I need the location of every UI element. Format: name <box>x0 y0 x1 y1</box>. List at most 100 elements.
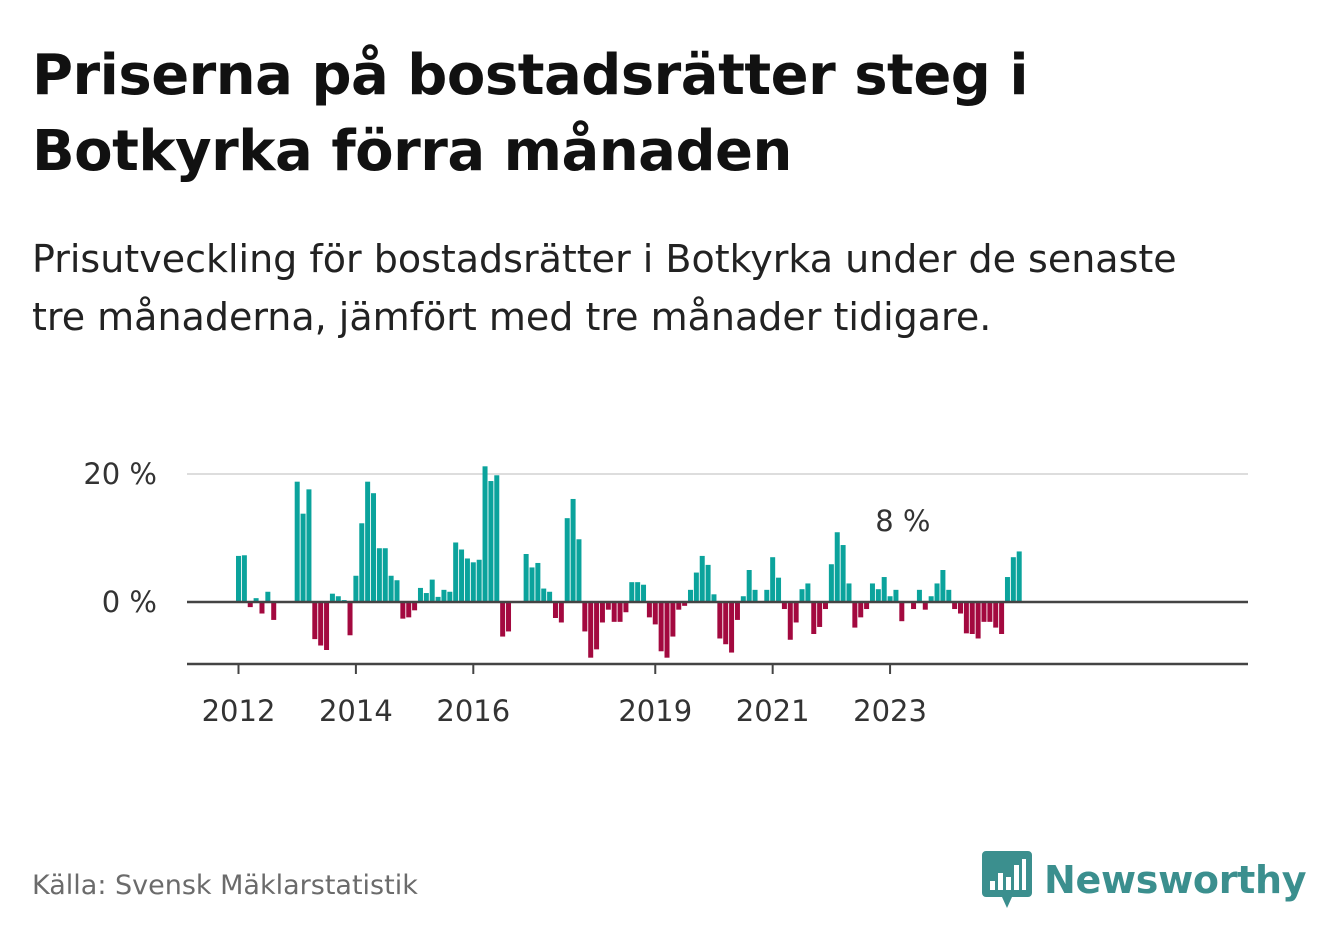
bar <box>394 580 400 602</box>
bar <box>963 602 969 634</box>
bar <box>852 602 858 628</box>
bar <box>858 602 864 618</box>
bar <box>541 588 547 602</box>
bar <box>605 602 611 610</box>
bar <box>776 577 782 602</box>
x-tick-label: 2019 <box>618 694 692 728</box>
bar <box>447 591 453 602</box>
bar <box>570 498 576 602</box>
x-tick-label: 2016 <box>436 694 510 728</box>
bar <box>376 548 382 602</box>
bar <box>746 570 752 602</box>
bar <box>916 589 922 602</box>
bar <box>506 602 512 632</box>
bar <box>940 570 946 602</box>
bar <box>459 549 465 602</box>
bar <box>271 602 277 620</box>
bar <box>359 523 365 602</box>
bar <box>594 602 600 650</box>
bar <box>582 602 588 632</box>
chart-title: Priserna på bostadsrätter steg i Botkyrk… <box>32 43 1029 184</box>
bar <box>558 602 564 623</box>
bar <box>576 539 582 602</box>
bar-chart: 0 % 20 % 2012 2014 2016 2019 2021 2023 8 % <box>83 457 1248 728</box>
bar <box>312 602 318 640</box>
bar <box>547 591 553 602</box>
bar <box>611 602 617 622</box>
bar <box>412 602 418 611</box>
bar <box>658 602 664 652</box>
bar <box>805 583 811 602</box>
bar <box>617 602 623 622</box>
bar <box>834 532 840 602</box>
bar <box>1016 551 1022 602</box>
bar <box>823 602 828 610</box>
newsworthy-logo-icon <box>982 851 1032 908</box>
bar <box>682 602 688 606</box>
bar <box>306 489 312 602</box>
bar <box>875 589 881 602</box>
bar <box>500 602 506 637</box>
bar <box>893 589 899 602</box>
y-tick-label: 20 % <box>83 457 157 491</box>
bar <box>294 481 300 602</box>
bar <box>881 577 887 602</box>
bar <box>729 602 735 653</box>
bar <box>752 589 758 602</box>
bar <box>999 602 1005 634</box>
bar <box>717 602 723 639</box>
newsworthy-logo: Newsworthy <box>982 850 1307 910</box>
bar <box>417 587 423 602</box>
chart-subtitle: Prisutveckling för bostadsrätter i Botky… <box>32 237 1177 339</box>
bar <box>564 518 570 602</box>
bar <box>247 602 253 608</box>
x-tick-label: 2012 <box>202 694 276 728</box>
bar <box>646 602 652 618</box>
bar <box>318 602 324 646</box>
bar <box>817 602 823 627</box>
bar <box>734 602 740 620</box>
bar <box>687 589 693 602</box>
bar <box>429 579 435 602</box>
bar <box>476 559 482 602</box>
bar <box>382 548 388 602</box>
bar <box>388 575 394 602</box>
bar <box>635 582 641 602</box>
bar <box>629 582 635 602</box>
bar <box>840 545 846 602</box>
bar <box>435 596 441 602</box>
bar <box>922 602 928 610</box>
bar <box>406 602 412 618</box>
bar <box>793 602 799 623</box>
bar <box>423 593 429 602</box>
bar <box>353 575 359 602</box>
bar <box>934 583 940 602</box>
bar <box>981 602 987 622</box>
bar <box>300 513 306 602</box>
bar <box>523 554 529 602</box>
bar <box>787 602 793 640</box>
bar <box>329 593 335 602</box>
bar <box>811 602 817 634</box>
brand-name: Newsworthy <box>1044 858 1307 902</box>
bar <box>494 475 500 602</box>
x-tick-label: 2023 <box>853 694 927 728</box>
bar <box>975 602 981 639</box>
bar <box>887 596 893 602</box>
bar <box>987 602 993 622</box>
bar <box>705 564 711 602</box>
bar <box>664 602 670 658</box>
bar <box>699 555 705 602</box>
x-tick-label: 2021 <box>736 694 810 728</box>
bar <box>781 602 787 610</box>
x-tick-label: 2014 <box>319 694 393 728</box>
bar <box>241 555 247 602</box>
latest-value-label: 8 % <box>875 504 930 538</box>
y-tick-label: 0 % <box>102 585 157 619</box>
bar <box>335 596 341 602</box>
bar <box>828 564 834 602</box>
bar <box>371 493 377 602</box>
bar <box>347 602 353 636</box>
bar <box>253 598 259 602</box>
source-note: Källa: Svensk Mäklarstatistik <box>32 870 418 901</box>
